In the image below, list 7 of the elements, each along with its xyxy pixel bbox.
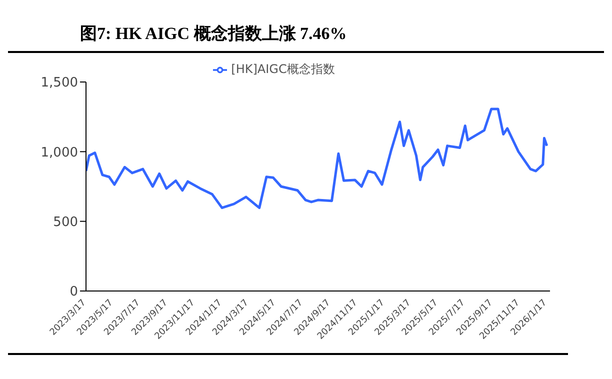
y-tick-label: 0	[70, 284, 78, 300]
y-tick-label: 1,000	[40, 145, 78, 160]
y-tick-label: 500	[53, 214, 78, 230]
chart-title: 图7: HK AIGC 概念指数上涨 7.46%	[8, 8, 604, 53]
y-tick-label: 1,500	[40, 76, 78, 91]
legend-label: [HK]AIGC概念指数	[231, 62, 335, 76]
line-series	[86, 108, 548, 210]
